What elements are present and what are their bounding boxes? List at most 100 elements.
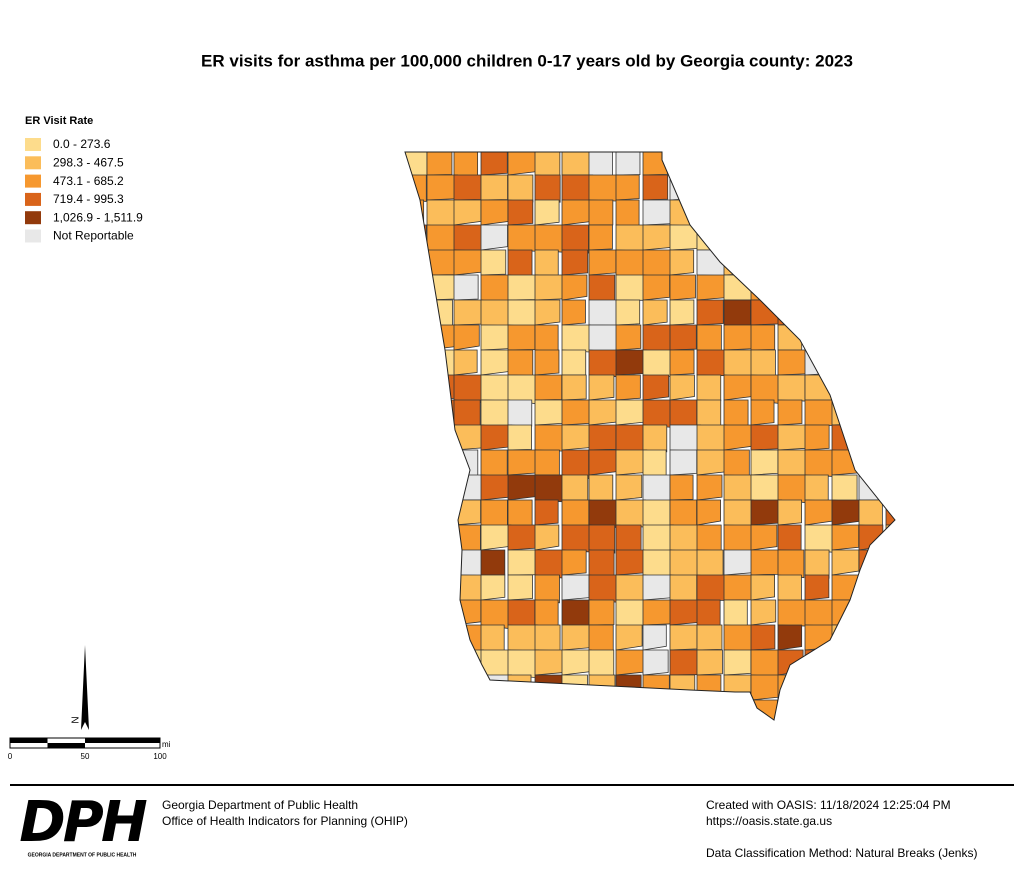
county: [831, 374, 860, 401]
county: [426, 574, 451, 601]
county-map: [405, 152, 895, 720]
county: [405, 699, 425, 720]
county: [885, 249, 895, 276]
state-outline: [404, 151, 896, 721]
county: [480, 524, 512, 551]
north-arrow-shape: [81, 645, 89, 730]
county: [885, 649, 895, 676]
county: [777, 699, 806, 720]
county: [831, 299, 860, 329]
county: [858, 674, 887, 701]
county: [723, 349, 756, 379]
county: [750, 274, 775, 301]
county: [885, 174, 895, 201]
footer-url: https://oasis.state.ga.us: [706, 814, 832, 828]
county: [696, 174, 721, 201]
county: [858, 474, 889, 501]
county: [669, 349, 695, 376]
county: [885, 324, 895, 354]
county: [696, 424, 726, 454]
footer-created: Created with OASIS: 11/18/2024 12:25:04 …: [706, 798, 951, 812]
county: [885, 299, 895, 327]
scale-bar-segment: [47, 743, 85, 748]
scale-bar-segment: [85, 738, 160, 743]
county: [405, 399, 427, 427]
county: [405, 474, 432, 501]
county: [723, 449, 750, 477]
county: [534, 649, 566, 676]
county: [480, 599, 511, 630]
county: [426, 249, 457, 276]
county: [405, 274, 430, 301]
county: [480, 199, 509, 226]
county: [534, 499, 559, 526]
county: [723, 224, 751, 251]
county: [642, 524, 674, 555]
county: [426, 499, 457, 526]
county: [642, 624, 667, 651]
county: [885, 274, 895, 304]
county: [885, 674, 895, 701]
county: [831, 574, 861, 601]
county: [507, 649, 540, 679]
county: [453, 424, 485, 451]
county: [642, 249, 674, 278]
county: [453, 174, 482, 201]
county: [696, 399, 722, 428]
county: [588, 474, 614, 504]
county: [507, 424, 532, 451]
county: [642, 374, 670, 401]
county: [561, 499, 590, 528]
county: [669, 574, 698, 605]
county: [777, 152, 803, 179]
county: [426, 274, 456, 301]
county: [615, 599, 646, 629]
county: [480, 152, 508, 176]
county: [669, 474, 694, 501]
county: [885, 549, 895, 576]
county: [885, 574, 895, 602]
county: [453, 224, 486, 252]
county: [480, 699, 508, 720]
county: [804, 499, 833, 526]
county: [588, 424, 617, 451]
county: [750, 599, 777, 626]
county: [750, 249, 776, 279]
county: [405, 249, 427, 276]
county: [723, 524, 752, 554]
county: [723, 624, 753, 652]
county: [831, 152, 861, 176]
county: [588, 399, 620, 426]
legend: 0.0 - 273.6 298.3 - 467.5 473.1 - 685.2 719…: [25, 137, 143, 243]
legend-label: 473.1 - 685.2: [53, 174, 124, 188]
county: [480, 299, 512, 327]
county: [534, 524, 560, 551]
county: [669, 424, 701, 452]
county: [723, 499, 754, 527]
county: [777, 624, 803, 651]
county: [453, 549, 484, 576]
county: [804, 399, 836, 426]
county: [858, 424, 888, 451]
county: [750, 199, 777, 226]
county: [804, 424, 830, 451]
county: [858, 499, 883, 527]
county: [804, 674, 835, 705]
county: [507, 674, 532, 701]
county: [723, 674, 752, 702]
county: [588, 449, 620, 476]
county: [777, 199, 805, 226]
county: [615, 524, 642, 553]
county: [885, 474, 895, 501]
county: [723, 474, 753, 501]
county: [480, 424, 513, 451]
county: [507, 174, 534, 203]
county: [642, 274, 671, 301]
county: [426, 449, 453, 478]
county: [426, 299, 453, 327]
county: [453, 399, 481, 429]
county: [669, 249, 695, 276]
county: [615, 424, 646, 453]
county: [696, 649, 723, 676]
county: [669, 699, 702, 720]
